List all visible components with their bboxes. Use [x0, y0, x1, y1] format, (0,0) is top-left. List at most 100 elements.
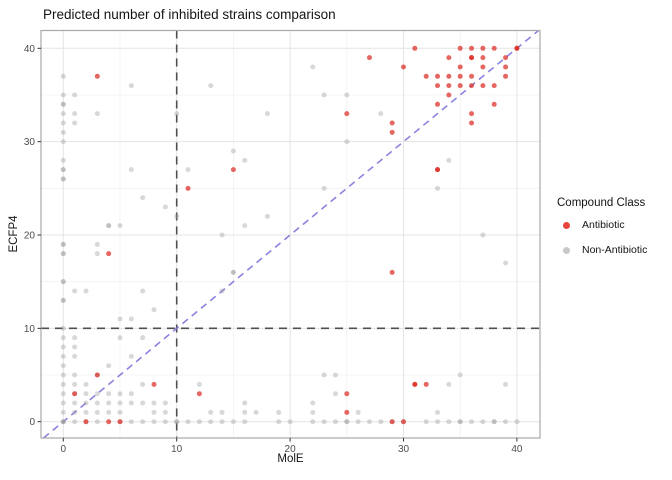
- data-point: [264, 213, 270, 219]
- legend-item-antibiotic-label: Antibiotic: [582, 219, 625, 231]
- data-point: [162, 419, 168, 425]
- data-point: [423, 73, 429, 79]
- antibiotic-marker-icon: [563, 221, 570, 229]
- data-point: [446, 55, 452, 61]
- data-point: [60, 101, 66, 107]
- data-point: [480, 45, 486, 51]
- data-point: [94, 391, 100, 397]
- identity-line: [42, 29, 540, 439]
- data-point: [60, 409, 66, 415]
- data-point: [230, 269, 236, 275]
- data-point: [344, 419, 350, 425]
- data-point: [140, 288, 146, 294]
- data-point: [128, 391, 134, 397]
- data-point: [503, 73, 509, 79]
- data-point: [196, 391, 202, 397]
- data-point: [321, 372, 327, 378]
- data-point: [60, 335, 66, 341]
- data-point: [401, 64, 406, 70]
- data-point: [446, 92, 452, 98]
- data-point: [162, 204, 168, 210]
- data-point: [469, 111, 475, 117]
- legend-item-non-antibiotic: Non-Antibiotic: [563, 244, 647, 256]
- data-point: [128, 316, 134, 322]
- data-point: [72, 409, 78, 415]
- data-point: [128, 419, 134, 425]
- data-point: [117, 223, 123, 229]
- data-point: [72, 381, 78, 387]
- data-point: [60, 279, 66, 285]
- data-point: [469, 45, 475, 51]
- data-point: [230, 148, 236, 154]
- data-point: [469, 83, 475, 89]
- data-point: [83, 409, 89, 415]
- data-point: [230, 269, 236, 275]
- data-point: [60, 381, 66, 387]
- data-point: [310, 419, 316, 425]
- data-point: [60, 297, 66, 303]
- data-point: [60, 157, 66, 163]
- data-point: [94, 419, 100, 425]
- data-point: [60, 391, 66, 397]
- data-point: [264, 111, 270, 117]
- x-tick-label: 10: [171, 444, 183, 455]
- series-Antibiotic: [72, 45, 520, 425]
- data-point: [480, 55, 486, 61]
- data-point: [83, 391, 89, 397]
- data-point: [219, 232, 225, 238]
- legend-item-non-antibiotic-label: Non-Antibiotic: [582, 244, 648, 256]
- data-point: [60, 167, 66, 173]
- data-point: [219, 288, 225, 294]
- data-point: [242, 157, 248, 163]
- data-point: [457, 73, 463, 79]
- data-point: [480, 83, 486, 89]
- data-point: [208, 419, 214, 425]
- data-point: [389, 269, 395, 275]
- data-point: [196, 381, 202, 387]
- data-point: [491, 419, 497, 425]
- data-point: [332, 419, 338, 425]
- data-point: [514, 45, 520, 51]
- data-point: [60, 279, 66, 285]
- data-point: [219, 409, 225, 415]
- data-point: [60, 251, 66, 257]
- data-point: [423, 381, 429, 387]
- data-point: [503, 64, 509, 70]
- y-tick-label: 0: [29, 417, 35, 428]
- data-point: [208, 83, 214, 89]
- data-point: [106, 251, 112, 257]
- data-point: [94, 372, 100, 378]
- data-point: [60, 419, 66, 425]
- data-point: [435, 83, 441, 89]
- data-point: [128, 400, 134, 406]
- data-point: [503, 419, 509, 425]
- data-point: [344, 111, 350, 117]
- data-point: [72, 372, 78, 378]
- data-point: [344, 409, 350, 415]
- data-point: [446, 381, 452, 387]
- data-point: [162, 400, 168, 406]
- y-tick-label: 20: [24, 231, 36, 242]
- x-tick-label: 0: [61, 444, 67, 455]
- data-point: [117, 335, 123, 341]
- data-point: [72, 344, 78, 350]
- data-point: [94, 111, 100, 117]
- data-point: [128, 353, 134, 359]
- data-point: [60, 129, 66, 135]
- data-point: [321, 419, 327, 425]
- data-point: [366, 419, 372, 425]
- data-point: [242, 409, 248, 415]
- data-point: [117, 316, 123, 322]
- data-point: [60, 325, 66, 331]
- data-point: [491, 419, 497, 425]
- data-point: [344, 139, 350, 145]
- x-tick-label: 30: [398, 444, 410, 455]
- data-point: [94, 400, 100, 406]
- data-point: [310, 400, 316, 406]
- data-point: [412, 381, 418, 387]
- data-point: [60, 120, 66, 126]
- data-point: [117, 391, 123, 397]
- data-point: [174, 213, 180, 219]
